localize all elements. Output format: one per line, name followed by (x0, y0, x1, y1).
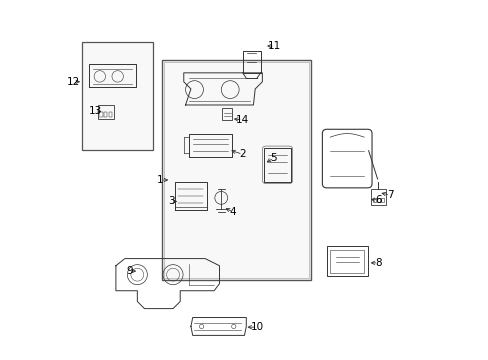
Text: 6: 6 (374, 195, 381, 204)
Text: 14: 14 (236, 115, 249, 125)
Bar (264, 148, 290, 182)
Text: 5: 5 (270, 153, 277, 163)
Text: 7: 7 (386, 190, 393, 200)
Bar (370, 189, 385, 205)
Text: 1: 1 (157, 175, 163, 185)
Bar (376, 198, 379, 202)
Bar (329, 249, 364, 273)
Text: 9: 9 (126, 266, 133, 276)
Bar (380, 198, 383, 202)
Bar (98, 105, 114, 119)
Text: 11: 11 (268, 41, 281, 51)
Bar (162, 60, 310, 280)
Bar (104, 112, 107, 117)
Bar (108, 112, 112, 117)
Text: 2: 2 (239, 149, 245, 159)
Bar (164, 62, 308, 278)
Bar (82, 42, 153, 150)
Bar (222, 108, 232, 120)
Bar (99, 112, 102, 117)
Text: 3: 3 (167, 197, 174, 206)
Text: 8: 8 (374, 258, 381, 268)
Text: 10: 10 (250, 322, 263, 332)
Text: 12: 12 (67, 77, 80, 87)
Text: 13: 13 (88, 107, 102, 116)
Bar (372, 198, 375, 202)
Text: 4: 4 (229, 207, 236, 217)
Bar (326, 246, 367, 276)
